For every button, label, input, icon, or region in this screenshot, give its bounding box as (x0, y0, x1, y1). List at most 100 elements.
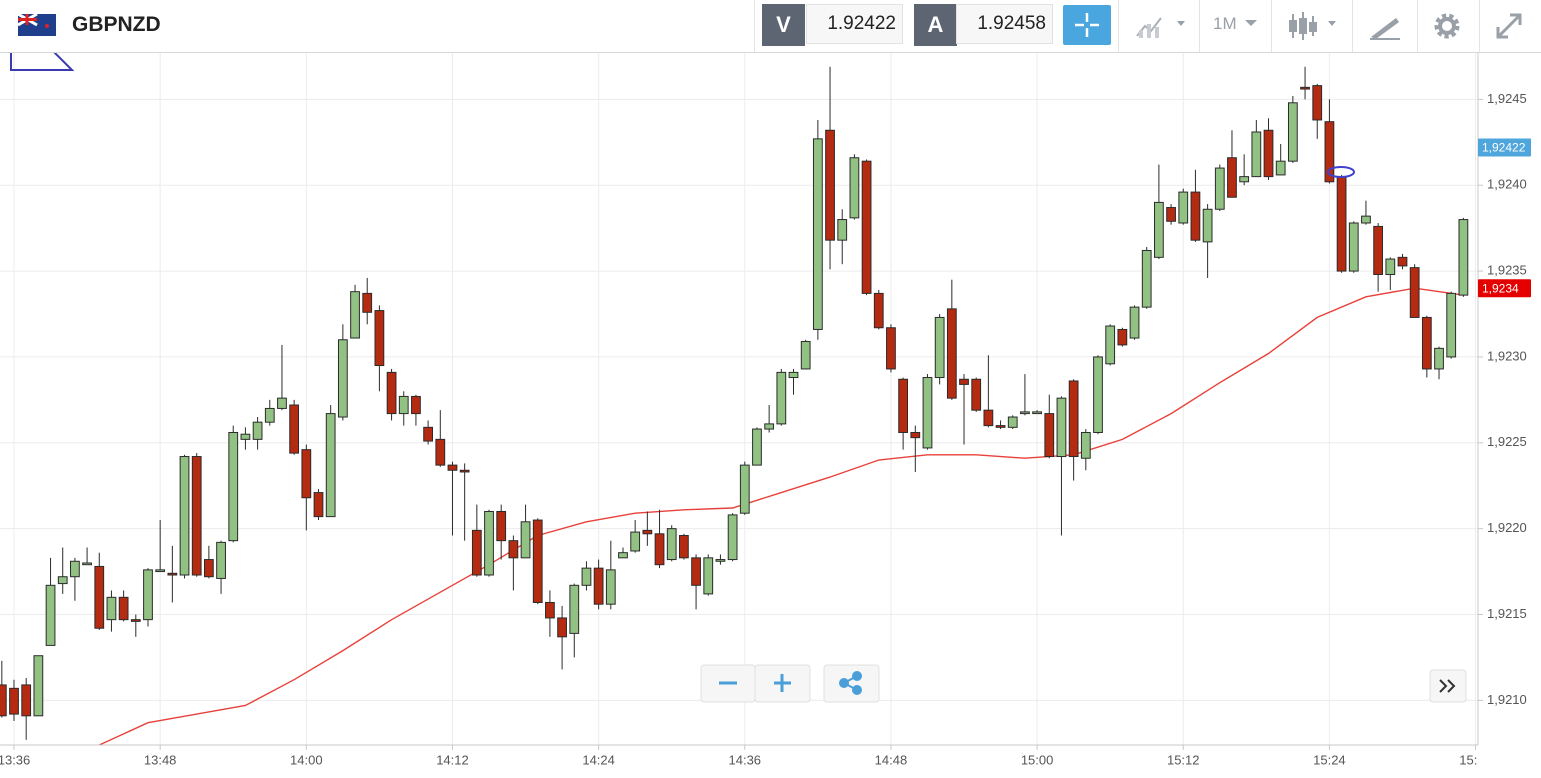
candle-body (1007, 416, 1018, 428)
candle-body (569, 584, 580, 634)
double-chevron-icon (1439, 679, 1456, 693)
candle-body (715, 559, 726, 562)
y-tick-label: 1,9240 (1487, 177, 1527, 192)
candle-body (277, 397, 287, 409)
candle-body (605, 569, 616, 605)
candle-body (666, 528, 677, 561)
candle-body (764, 423, 775, 430)
candle-body (532, 519, 543, 603)
candle-body (1178, 191, 1189, 224)
candle-body (70, 560, 80, 578)
candle-body (423, 426, 433, 442)
candle-body (57, 576, 68, 585)
share-icon (839, 671, 862, 695)
candle-body (1044, 413, 1055, 458)
candle-body (362, 292, 373, 313)
candle-body (228, 431, 239, 542)
fullscreen-button[interactable] (1494, 11, 1524, 41)
candle-body (21, 684, 32, 717)
timeframe-button[interactable]: 1M (1213, 14, 1237, 33)
candle-body (386, 371, 397, 415)
candle-body (898, 378, 909, 433)
price-marker-label: 1,9234 (1482, 281, 1519, 295)
candle-body (837, 219, 848, 241)
candle-body (618, 552, 628, 559)
draw-tool-button[interactable] (1368, 12, 1402, 40)
x-tick-label: 15:12 (1167, 752, 1200, 767)
x-tick-label: 15:24 (1313, 752, 1346, 767)
candle-body (788, 371, 799, 379)
candle-body (825, 129, 835, 241)
candle-body (179, 456, 190, 576)
candle-body (995, 425, 1006, 428)
x-tick-label: 15:00 (1021, 752, 1054, 767)
separator (1352, 0, 1353, 52)
settings-button[interactable] (1432, 11, 1462, 41)
candle-body (1385, 258, 1396, 276)
x-tick-label: 13:48 (144, 752, 177, 767)
y-tick-label: 1,9220 (1487, 520, 1527, 535)
annotation-ellipse (1327, 166, 1355, 178)
crosshair-button[interactable] (1063, 5, 1111, 45)
candle-body (1275, 160, 1286, 176)
candle-body (301, 449, 312, 499)
candle-body (1336, 176, 1347, 272)
candle-body (1080, 431, 1091, 459)
ask-price: 1.92458 (956, 4, 1053, 44)
candle-body (849, 157, 860, 219)
x-tick-label: 14:36 (729, 752, 762, 767)
candle-body (1117, 328, 1128, 346)
candle-body (812, 138, 823, 330)
separator (1479, 0, 1480, 52)
candle-body (289, 404, 300, 454)
chart-type-button[interactable] (1135, 12, 1191, 40)
candle-body (691, 557, 701, 586)
candle-body (1312, 85, 1323, 121)
candle-body (703, 557, 714, 595)
candle-body (447, 464, 458, 471)
candle-body (971, 378, 982, 411)
candle-body (411, 395, 421, 415)
symbol: GBPNZD (72, 13, 161, 36)
candle-body (1068, 380, 1079, 458)
candle-body (374, 310, 385, 367)
bid-tag: V (762, 4, 805, 46)
candle-body (252, 421, 263, 440)
candle-body (1287, 102, 1298, 162)
candle-body (508, 540, 519, 559)
candle-body (216, 541, 226, 579)
candle-body (313, 492, 324, 518)
candle-body (33, 655, 44, 717)
candle-body (1409, 267, 1420, 318)
candle-body (350, 291, 360, 339)
price-marker (1478, 138, 1531, 157)
scroll-right-button[interactable] (1429, 669, 1467, 703)
candle-body (496, 510, 507, 542)
candle-body (959, 378, 969, 385)
candle-body (1032, 411, 1042, 415)
candle-body (922, 377, 933, 449)
candle-body (1446, 292, 1457, 358)
separator (1118, 0, 1119, 52)
candle-style-button[interactable] (1288, 10, 1342, 42)
candle-body (1105, 325, 1116, 365)
y-tick-label: 1,9235 (1487, 263, 1527, 278)
candle-body (203, 559, 214, 578)
x-tick-label: 14:48 (875, 752, 908, 767)
candle-body (1361, 215, 1371, 224)
candle-body (886, 327, 896, 370)
flag-icon (18, 14, 56, 36)
candle-body (118, 596, 129, 621)
candle-body (545, 601, 555, 619)
candle-body (1166, 207, 1176, 222)
share-button[interactable] (823, 664, 880, 703)
candle-body (1056, 397, 1067, 458)
price-marker (1478, 279, 1531, 298)
zoom-controls (700, 664, 880, 703)
candle-body (1190, 191, 1201, 241)
candle-body (398, 395, 409, 415)
candle-body (143, 569, 153, 621)
candle-body (593, 567, 604, 605)
candle-body (654, 533, 665, 566)
